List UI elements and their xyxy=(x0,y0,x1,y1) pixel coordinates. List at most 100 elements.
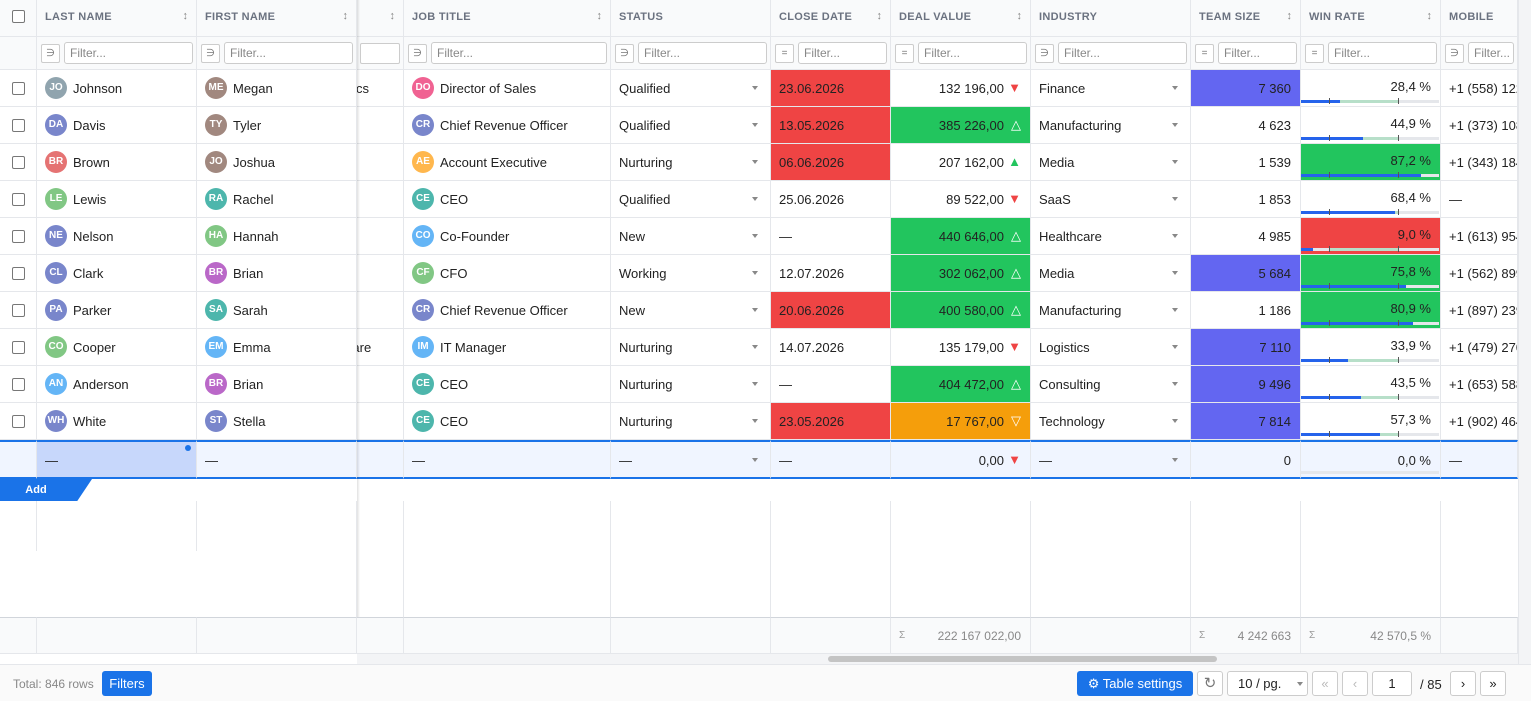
filter-input[interactable]: Filter... xyxy=(431,42,607,64)
row-checkbox[interactable] xyxy=(12,304,25,317)
filter-input[interactable]: Filter... xyxy=(224,42,353,64)
header-label[interactable]: CLOSE DATE xyxy=(779,11,853,23)
filter-input[interactable]: Filter... xyxy=(1218,42,1297,64)
dropdown-caret[interactable] xyxy=(1172,160,1178,164)
cell-text[interactable]: Nurturing xyxy=(619,414,673,429)
cell-text[interactable]: 0 xyxy=(1283,453,1291,468)
add-button[interactable]: Add xyxy=(0,479,92,501)
prev-page[interactable]: ‹ xyxy=(1342,671,1368,696)
dropdown-caret[interactable] xyxy=(752,160,758,164)
row-checkbox[interactable] xyxy=(12,341,25,354)
filter-op[interactable]: ∋ xyxy=(1445,44,1464,63)
cell-text[interactable]: New xyxy=(619,303,646,318)
cell-text[interactable]: — xyxy=(1039,453,1052,468)
refresh-button[interactable]: ↻ xyxy=(1197,671,1223,696)
filter-op[interactable]: ∋ xyxy=(408,44,427,63)
dropdown-caret[interactable] xyxy=(1172,345,1178,349)
filter-input[interactable]: Filter... xyxy=(1328,42,1437,64)
sort-icon[interactable]: ↕ xyxy=(182,10,189,22)
dropdown-caret[interactable] xyxy=(1172,234,1178,238)
dropdown-caret[interactable] xyxy=(752,382,758,386)
dropdown-caret[interactable] xyxy=(752,123,758,127)
cell-text[interactable]: Media xyxy=(1039,155,1075,170)
cell-text[interactable]: Healthcare xyxy=(1039,229,1102,244)
header-label[interactable]: MOBILE xyxy=(1449,11,1494,23)
checkbox[interactable] xyxy=(12,10,25,23)
settings-button[interactable]: ⚙ Table settings xyxy=(1077,671,1193,696)
filter-op[interactable]: ∋ xyxy=(41,44,60,63)
page-size-select[interactable]: 10 / pg. xyxy=(1227,671,1308,696)
dropdown-caret[interactable] xyxy=(752,271,758,275)
cell-text[interactable]: — xyxy=(779,453,792,468)
filter-op[interactable]: = xyxy=(1305,44,1324,63)
row-checkbox[interactable] xyxy=(12,378,25,391)
sort-icon[interactable]: ↕ xyxy=(1286,10,1293,22)
filter-op[interactable]: = xyxy=(1195,44,1214,63)
header-label[interactable]: LAST NAME xyxy=(45,11,112,23)
header-label[interactable]: DEAL VALUE xyxy=(899,11,972,23)
dropdown-caret[interactable] xyxy=(752,458,758,462)
dropdown-caret[interactable] xyxy=(752,308,758,312)
cell-text[interactable]: Nurturing xyxy=(619,340,673,355)
header-label[interactable]: WIN RATE xyxy=(1309,11,1365,23)
cell-text[interactable]: — xyxy=(45,453,58,468)
cell-text[interactable]: Qualified xyxy=(619,192,671,207)
filter-op[interactable]: ∋ xyxy=(1035,44,1054,63)
row-checkbox[interactable] xyxy=(12,267,25,280)
header-label[interactable]: TEAM SIZE xyxy=(1199,11,1261,23)
page-input[interactable]: 1 xyxy=(1372,671,1412,696)
dropdown-caret[interactable] xyxy=(752,345,758,349)
cell-text[interactable]: Manufacturing xyxy=(1039,118,1122,133)
header-label[interactable]: FIRST NAME xyxy=(205,11,276,23)
cell-text[interactable]: Consulting xyxy=(1039,377,1101,392)
filter-input[interactable]: Filter... xyxy=(1468,42,1514,64)
row-checkbox[interactable] xyxy=(12,193,25,206)
dropdown-caret[interactable] xyxy=(1172,271,1178,275)
sort-icon[interactable]: ↕ xyxy=(1426,10,1433,22)
cell-text[interactable]: Qualified xyxy=(619,81,671,96)
sort-icon[interactable]: ↕ xyxy=(389,10,396,22)
cell-text[interactable]: Finance xyxy=(1039,81,1086,96)
header-label[interactable]: INDUSTRY xyxy=(1039,11,1098,23)
dropdown-caret[interactable] xyxy=(1172,308,1178,312)
cell-text[interactable]: Technology xyxy=(1039,414,1105,429)
filter-op[interactable]: = xyxy=(775,44,794,63)
dropdown-caret[interactable] xyxy=(1172,419,1178,423)
cell-text[interactable]: 0,00 xyxy=(978,453,1004,468)
filter-input[interactable]: Filter... xyxy=(64,42,193,64)
row-checkbox[interactable] xyxy=(12,119,25,132)
dropdown-caret[interactable] xyxy=(1172,86,1178,90)
dropdown-caret[interactable] xyxy=(752,86,758,90)
cell-text[interactable]: — xyxy=(412,453,425,468)
cell-text[interactable]: Nurturing xyxy=(619,155,673,170)
row-checkbox[interactable] xyxy=(12,415,25,428)
filter-op[interactable]: ∋ xyxy=(201,44,220,63)
filter-input[interactable]: Filter... xyxy=(798,42,887,64)
first-page[interactable]: « xyxy=(1312,671,1338,696)
dropdown-caret[interactable] xyxy=(752,197,758,201)
dropdown-caret[interactable] xyxy=(1172,458,1178,462)
cell-text[interactable]: SaaS xyxy=(1039,192,1071,207)
cell-text[interactable]: Media xyxy=(1039,266,1075,281)
next-page[interactable]: › xyxy=(1450,671,1476,696)
cell-text[interactable]: New xyxy=(619,229,646,244)
cell-text[interactable]: — xyxy=(619,453,632,468)
row-checkbox[interactable] xyxy=(12,230,25,243)
row-checkbox[interactable] xyxy=(12,156,25,169)
filter-input[interactable]: Filter... xyxy=(1058,42,1187,64)
cell-text[interactable]: Nurturing xyxy=(619,377,673,392)
cell-text[interactable]: 0,0 % xyxy=(1397,453,1431,468)
filter-input[interactable] xyxy=(360,43,400,64)
sort-icon[interactable]: ↕ xyxy=(876,10,883,22)
filters-button[interactable]: Filters xyxy=(102,671,152,696)
filter-input[interactable]: Filter... xyxy=(918,42,1027,64)
filter-input[interactable]: Filter... xyxy=(638,42,767,64)
dropdown-caret[interactable] xyxy=(1172,123,1178,127)
filter-op[interactable]: = xyxy=(895,44,914,63)
cell-text[interactable]: Manufacturing xyxy=(1039,303,1122,318)
filter-op[interactable]: ∋ xyxy=(615,44,634,63)
header-label[interactable]: JOB TITLE xyxy=(412,11,471,23)
h-scroll-thumb[interactable] xyxy=(828,656,1217,662)
cell-text[interactable]: Working xyxy=(619,266,667,281)
cell-text[interactable]: Logistics xyxy=(1039,340,1090,355)
